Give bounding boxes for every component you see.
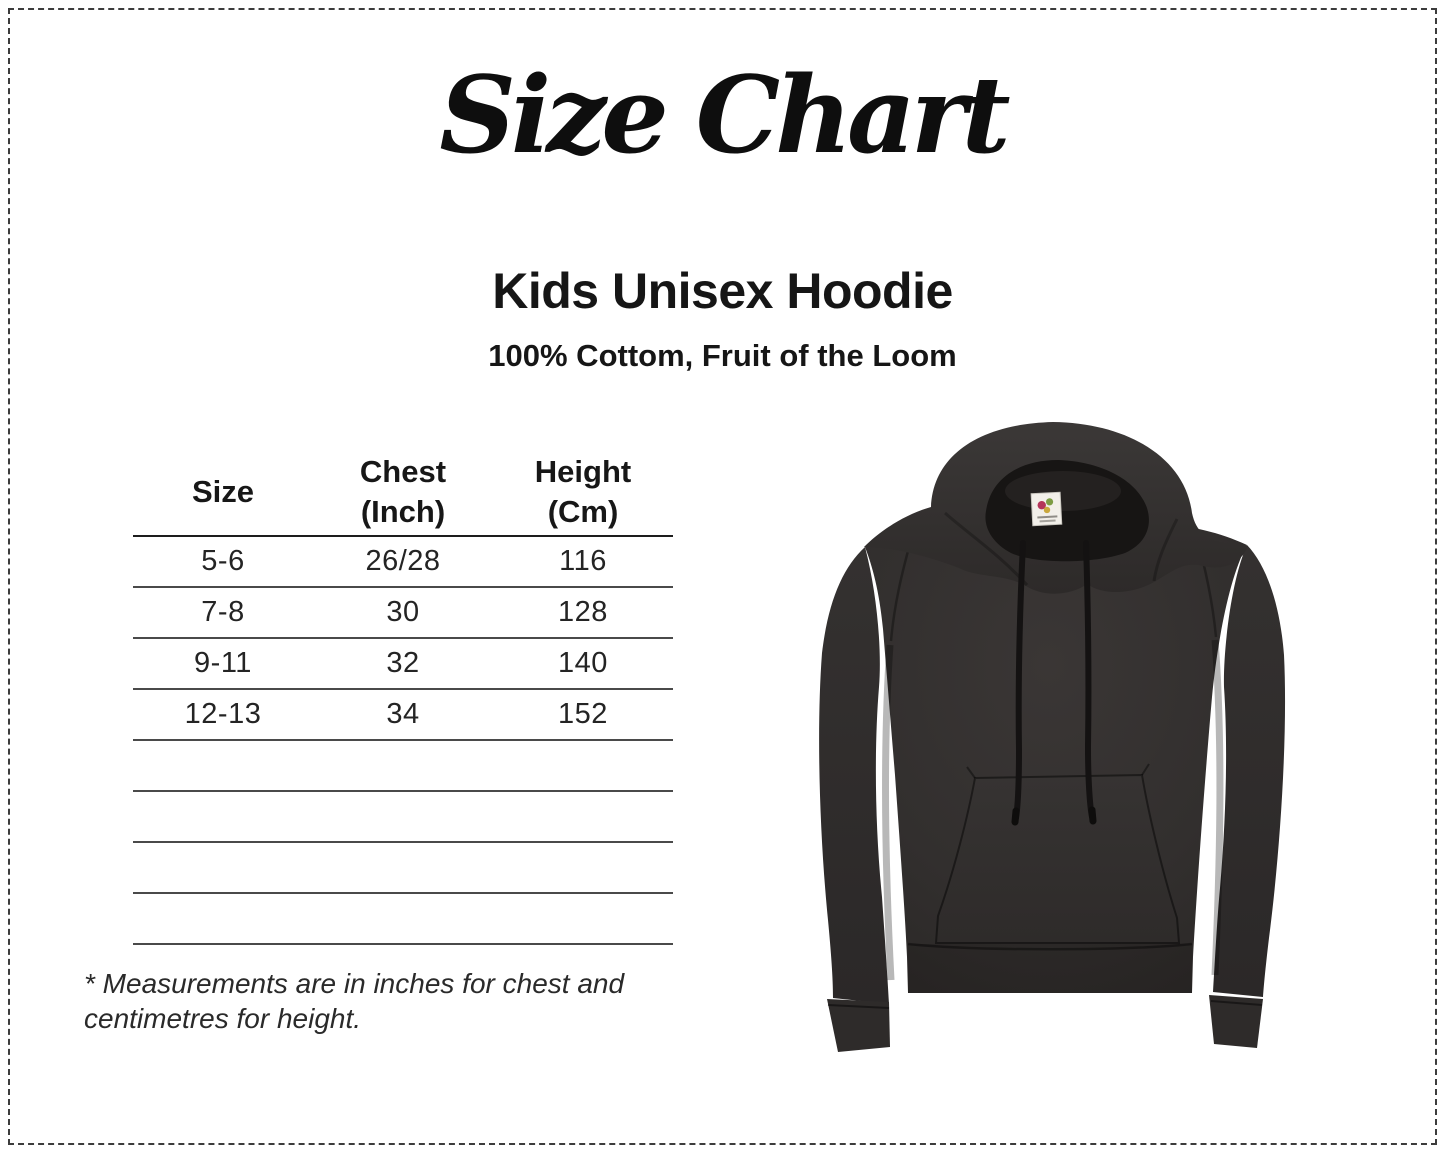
size-cell: 5-6	[133, 536, 313, 588]
page-title: Size Chart	[439, 52, 1010, 177]
brand-tag-logo	[1037, 501, 1046, 510]
height-cell: 116	[493, 536, 673, 588]
size-chart-table: Size Chest (Inch) Height (Cm) 5-6 26/28 11…	[133, 448, 673, 945]
header-line: Chest	[359, 453, 447, 489]
height-cell: 128	[493, 587, 673, 639]
chest-cell: 34	[313, 689, 493, 741]
product-name: Kids Unisex Hoodie	[492, 263, 953, 319]
hoodie-left-sleeve	[819, 547, 889, 1004]
column-header-chest: Chest (Inch)	[313, 448, 493, 537]
size-cell: 7-8	[133, 587, 313, 639]
product-image-hoodie	[795, 415, 1305, 1060]
table-empty-row	[133, 740, 673, 792]
table-row: 9-11 32 140	[133, 638, 673, 690]
chest-cell: 30	[313, 587, 493, 639]
table-empty-row	[133, 893, 673, 945]
chest-cell: 32	[313, 638, 493, 690]
hoodie-right-sleeve	[1213, 545, 1286, 997]
hoodie-illustration	[819, 422, 1286, 1052]
height-cell: 140	[493, 638, 673, 690]
header-line: (Cm)	[547, 493, 619, 529]
right-side-seam	[1211, 639, 1224, 976]
right-cuff-seam	[1210, 1000, 1263, 1006]
brand-tag-logo	[1045, 498, 1054, 506]
brand-tag-logo	[1043, 506, 1051, 514]
table-empty-row	[133, 791, 673, 843]
drawstring-aglet	[1088, 806, 1097, 825]
brand-tag-text-line	[1039, 519, 1056, 523]
drawstring-left	[1013, 540, 1026, 821]
brand-tag-text-line	[1037, 515, 1058, 519]
size-cell: 9-11	[133, 638, 313, 690]
hood-fold	[1152, 518, 1179, 582]
left-side-seam	[882, 644, 895, 981]
column-header-height: Height (Cm)	[493, 448, 673, 537]
table-header-row: Size Chest (Inch) Height (Cm)	[133, 448, 673, 537]
table-row: 5-6 26/28 116	[133, 536, 673, 588]
header-line: Height	[534, 453, 632, 489]
hoodie-hem-band	[908, 944, 1192, 993]
measurements-footnote: * Measurements are in inches for chest a…	[84, 968, 625, 1034]
header-line: Size	[191, 473, 255, 509]
hood-interior-back	[1005, 471, 1121, 511]
left-cuff-seam	[827, 1004, 890, 1009]
hoodie-kangaroo-pocket	[934, 773, 1181, 944]
hoodie-right-cuff	[1209, 995, 1263, 1048]
table-row: 7-8 30 128	[133, 587, 673, 639]
height-cell: 152	[493, 689, 673, 741]
hem-seam	[907, 942, 1193, 951]
brand-tag	[1030, 491, 1063, 527]
hood-fold	[944, 511, 1029, 587]
header-line: (Inch)	[360, 493, 446, 529]
table-row: 12-13 34 152	[133, 689, 673, 741]
product-subtitle: 100% Cottom, Fruit of the Loom	[488, 338, 957, 373]
drawstring-right	[1083, 540, 1095, 820]
column-header-size: Size	[133, 448, 313, 537]
chest-cell: 26/28	[313, 536, 493, 588]
pocket-corner-stitch	[1141, 763, 1150, 776]
size-cell: 12-13	[133, 689, 313, 741]
drawstring-aglet	[1011, 807, 1020, 826]
table-empty-row	[133, 842, 673, 894]
hoodie-left-cuff	[827, 999, 890, 1052]
pocket-corner-stitch	[966, 766, 976, 779]
